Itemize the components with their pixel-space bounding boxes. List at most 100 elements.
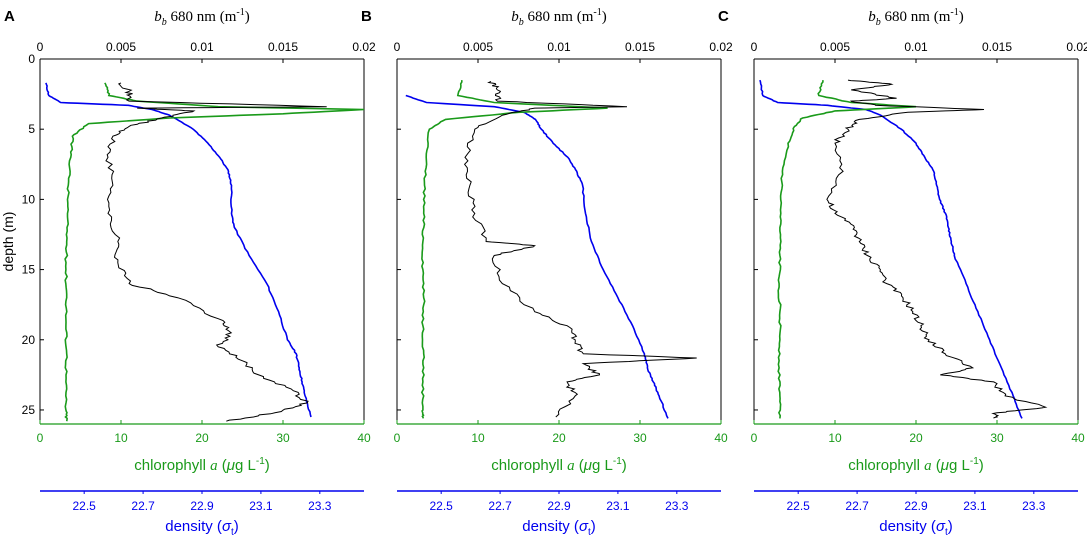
- chlorophyll-tick-label: 10: [114, 431, 128, 445]
- depth-tick-label: 15: [22, 263, 36, 277]
- bb-tick-label: 0.02: [1066, 40, 1087, 54]
- density-tick-label: 23.1: [249, 499, 273, 513]
- chlorophyll-axis-title: chlorophyll a (μg L-1): [848, 456, 984, 474]
- bb-title-sup: -1: [236, 7, 244, 18]
- depth-tick-label: 20: [22, 333, 36, 347]
- density-tick-label: 23.3: [665, 499, 689, 513]
- bb-title-sub: b: [519, 17, 524, 28]
- density-tick-label: 22.5: [430, 499, 454, 513]
- density-tick-label: 22.5: [787, 499, 811, 513]
- bb-tick-label: 0.015: [982, 40, 1012, 54]
- density-title-pre: density (: [879, 518, 936, 535]
- bb-title-close: ): [245, 9, 250, 25]
- bb-tick-label: 0: [394, 40, 401, 54]
- density-tick-label: 23.1: [606, 499, 630, 513]
- density-title-close: ): [948, 518, 953, 535]
- bb-title-sub: b: [876, 17, 881, 28]
- density-title-sub: t: [588, 527, 591, 538]
- density-tick-label: 23.3: [308, 499, 332, 513]
- chlorophyll-line: [420, 80, 608, 419]
- bb-axis-title: bb 680 nm (m-1): [511, 7, 606, 28]
- bb-tick-label: 0.015: [268, 40, 298, 54]
- chlorophyll-tick-label: 20: [195, 431, 209, 445]
- chl-title-post: g L: [235, 457, 256, 474]
- chlorophyll-tick-label: 40: [714, 431, 728, 445]
- bb-title-close: ): [602, 9, 607, 25]
- chl-title-mu: μ: [940, 457, 949, 474]
- chlorophyll-tick-label: 0: [394, 431, 401, 445]
- chlorophyll-tick-label: 40: [357, 431, 371, 445]
- bb-tick-label: 0: [37, 40, 44, 54]
- density-title-pre: density (: [165, 518, 222, 535]
- bb-title-sup: -1: [593, 7, 601, 18]
- chl-title-open: (: [575, 457, 584, 474]
- chl-title-close: ): [979, 457, 984, 474]
- density-title-close: ): [591, 518, 596, 535]
- bb-line: [826, 79, 1048, 419]
- bb-axis-title: bb 680 nm (m-1): [868, 7, 963, 28]
- bb-tick-label: 0.005: [106, 40, 136, 54]
- density-axis-title: density (σt): [522, 518, 596, 538]
- bb-tick-label: 0.02: [709, 40, 733, 54]
- density-title-sigma: σ: [579, 518, 589, 535]
- chlorophyll-tick-label: 40: [1071, 431, 1085, 445]
- chlorophyll-tick-label: 20: [552, 431, 566, 445]
- bb-title-var: b: [868, 9, 876, 25]
- chl-title-close: ): [265, 457, 270, 474]
- chl-title-pre: chlorophyll: [848, 457, 924, 474]
- bb-tick-label: 0: [751, 40, 758, 54]
- bb-title-sub: b: [162, 17, 167, 28]
- bb-line: [105, 82, 327, 422]
- density-tick-label: 23.1: [963, 499, 987, 513]
- chl-title-sup: -1: [970, 456, 979, 467]
- bb-title-sup: -1: [950, 7, 958, 18]
- bb-title-var: b: [154, 9, 162, 25]
- panel-b: [396, 58, 722, 494]
- panel-label: A: [4, 8, 15, 25]
- chlorophyll-tick-label: 20: [909, 431, 923, 445]
- chlorophyll-tick-label: 10: [471, 431, 485, 445]
- chlorophyll-line: [64, 82, 365, 422]
- chlorophyll-axis-title: chlorophyll a (μg L-1): [491, 456, 627, 474]
- depth-tick-label: 25: [22, 403, 36, 417]
- chlorophyll-tick-label: 30: [990, 431, 1004, 445]
- bb-line: [463, 81, 697, 418]
- density-line: [405, 94, 669, 419]
- panel-c: [753, 58, 1079, 494]
- density-title-sigma: σ: [222, 518, 232, 535]
- bb-tick-label: 0.02: [352, 40, 376, 54]
- chlorophyll-tick-label: 10: [828, 431, 842, 445]
- panel-a: [39, 58, 365, 494]
- bb-title-rest: 680 nm (m: [881, 9, 951, 25]
- chlorophyll-line: [777, 80, 917, 419]
- panel-label: C: [718, 8, 729, 25]
- chl-title-var: a: [567, 458, 575, 474]
- chl-title-var: a: [210, 458, 218, 474]
- density-tick-label: 22.7: [488, 499, 512, 513]
- bb-tick-label: 0.01: [904, 40, 928, 54]
- density-title-sigma: σ: [936, 518, 946, 535]
- density-tick-label: 22.9: [904, 499, 928, 513]
- density-axis-title: density (σt): [879, 518, 953, 538]
- chlorophyll-tick-label: 0: [37, 431, 44, 445]
- bb-title-rest: 680 nm (m: [524, 9, 594, 25]
- bb-tick-label: 0.005: [463, 40, 493, 54]
- density-tick-label: 22.7: [131, 499, 155, 513]
- bb-title-close: ): [959, 9, 964, 25]
- bb-tick-label: 0.01: [547, 40, 571, 54]
- chl-title-open: (: [932, 457, 941, 474]
- panel-label: B: [361, 8, 372, 25]
- density-tick-label: 23.3: [1022, 499, 1046, 513]
- depth-tick-label: 5: [28, 122, 35, 136]
- density-line: [45, 82, 312, 418]
- density-axis-title: density (σt): [165, 518, 239, 538]
- chl-title-pre: chlorophyll: [491, 457, 567, 474]
- chlorophyll-tick-label: 0: [751, 431, 758, 445]
- density-line: [759, 79, 1023, 419]
- chl-title-open: (: [218, 457, 227, 474]
- chl-title-sup: -1: [256, 456, 265, 467]
- chl-title-mu: μ: [226, 457, 235, 474]
- density-title-sub: t: [945, 527, 948, 538]
- chl-title-sup: -1: [613, 456, 622, 467]
